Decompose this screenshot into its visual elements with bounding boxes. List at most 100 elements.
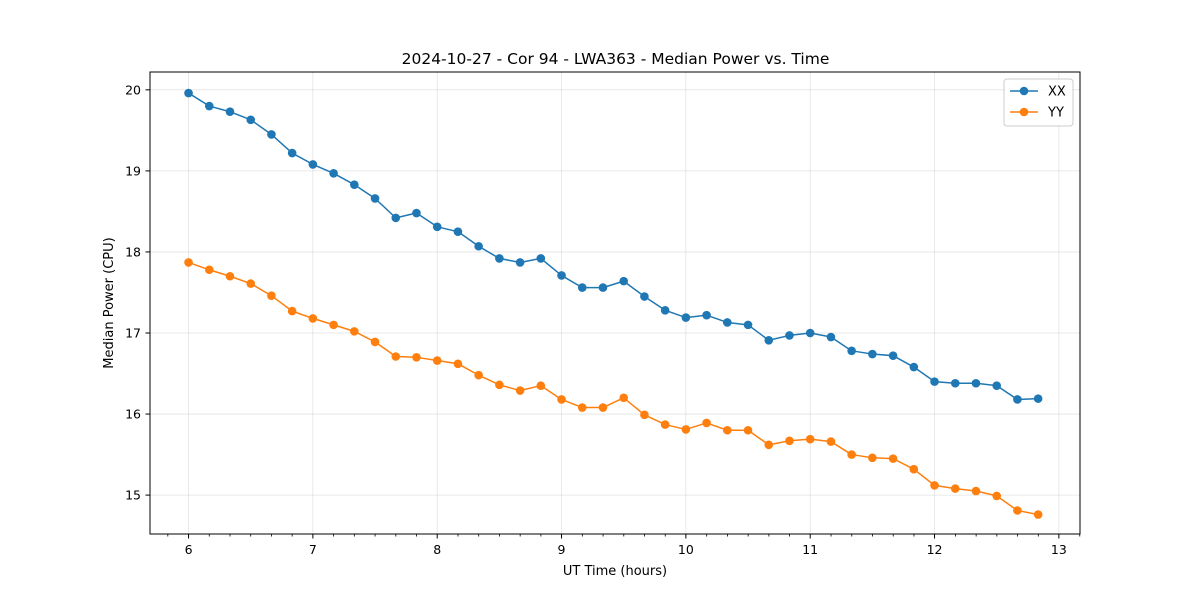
x-tick-label: 8 [433, 542, 441, 557]
data-point [329, 320, 338, 330]
data-point [370, 194, 380, 203]
data-point [1013, 506, 1022, 515]
x-axis-label: UT Time (hours) [563, 564, 667, 579]
data-point [930, 377, 939, 386]
data-point [308, 160, 318, 169]
data-point [474, 241, 483, 251]
x-tick-label: 9 [558, 542, 566, 557]
y-tick-label: 18 [125, 244, 141, 259]
data-point [225, 107, 235, 117]
data-point [287, 306, 297, 316]
data-point [246, 115, 256, 125]
data-point [246, 279, 256, 288]
data-point [619, 276, 628, 286]
data-point [495, 380, 504, 390]
data-point [888, 454, 898, 463]
data-point [515, 386, 525, 395]
data-point [868, 453, 877, 463]
data-point [184, 88, 193, 98]
data-point [412, 353, 421, 362]
data-point [764, 335, 774, 345]
data-point [805, 434, 815, 444]
data-point [267, 291, 276, 301]
data-point [660, 305, 670, 315]
y-tick-label: 19 [125, 163, 141, 178]
data-point [350, 327, 359, 336]
data-point [453, 227, 463, 236]
data-point [1033, 394, 1043, 403]
data-point [909, 362, 919, 372]
data-point [660, 420, 670, 429]
data-point [743, 425, 753, 435]
data-point [971, 378, 981, 388]
y-tick-label: 20 [125, 82, 141, 97]
data-point [992, 491, 1001, 501]
data-point [950, 378, 960, 388]
data-point [432, 356, 442, 365]
data-point [308, 314, 318, 323]
plot-frame [149, 71, 1081, 535]
data-point [930, 481, 939, 490]
y-axis-label: Median Power (CPU) [102, 237, 117, 368]
data-point [577, 403, 587, 412]
data-point [557, 271, 566, 280]
data-point [723, 318, 732, 327]
data-point [536, 254, 546, 263]
x-tick-label: 13 [1051, 542, 1067, 557]
y-tick-label: 15 [125, 488, 141, 503]
data-point [971, 486, 981, 496]
data-point [204, 101, 214, 111]
data-point [992, 381, 1001, 390]
legend: XX YY [1003, 78, 1074, 127]
data-point [909, 464, 919, 474]
legend-label-xx: XX [1048, 85, 1066, 100]
series-xx [184, 88, 1043, 404]
legend-marker-xx [1019, 86, 1029, 96]
legend-label-yy: YY [1047, 106, 1064, 121]
x-tick-label: 6 [185, 542, 193, 557]
data-point [888, 351, 898, 360]
data-point [350, 180, 359, 189]
data-point [536, 381, 546, 390]
data-point [805, 328, 815, 338]
data-point [329, 169, 338, 178]
data-point [495, 254, 504, 263]
data-point [370, 337, 380, 347]
data-point [723, 425, 732, 435]
data-point [391, 213, 401, 223]
data-point [681, 425, 691, 434]
data-point [785, 436, 794, 446]
data-point [702, 310, 711, 320]
data-point [287, 148, 297, 158]
data-point [826, 437, 836, 446]
grid [150, 72, 1080, 534]
data-point [640, 410, 649, 420]
data-point [702, 418, 711, 428]
data-point [764, 440, 774, 450]
data-point [868, 349, 877, 359]
data-point [826, 332, 836, 342]
x-tick-label: 11 [802, 542, 818, 557]
series-yy [184, 258, 1043, 519]
data-point [577, 283, 587, 292]
data-point [1033, 510, 1043, 519]
data-point [412, 208, 421, 218]
data-point [432, 222, 442, 232]
data-point [640, 292, 649, 301]
data-point [598, 283, 608, 292]
data-point [267, 130, 276, 139]
x-axis: 6 7 8 9 10 11 12 13 [167, 534, 1081, 557]
legend-marker-yy [1019, 107, 1029, 117]
data-point [681, 313, 691, 322]
data-point [391, 352, 401, 361]
data-point [184, 258, 193, 267]
data-point [453, 359, 463, 369]
data-point [598, 403, 608, 412]
y-axis: 15 16 17 18 19 20 [125, 82, 150, 503]
plot-series [184, 88, 1043, 519]
data-point [847, 346, 856, 356]
data-point [785, 331, 794, 340]
data-point [225, 271, 235, 281]
data-point [515, 258, 525, 267]
